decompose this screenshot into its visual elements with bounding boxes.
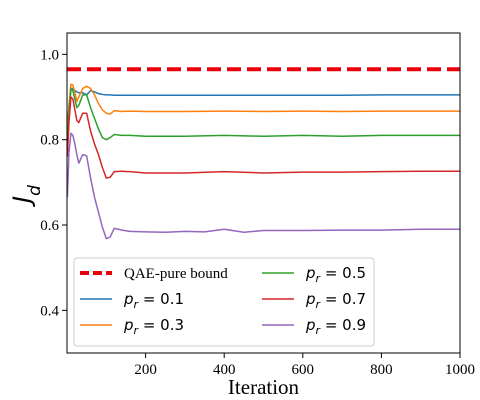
x-tick-label: 200 <box>134 362 157 378</box>
legend-series-label: pr = 0.9 <box>305 316 366 337</box>
plot-frame <box>66 32 461 354</box>
x-tick-label: 1000 <box>445 362 475 378</box>
legend-bound-label: QAE-pure bound <box>124 266 228 282</box>
y-tick-label: 1.0 <box>40 47 59 63</box>
series-line-4 <box>66 96 460 179</box>
y-tick-label: 0.6 <box>40 218 59 234</box>
legend: QAE-pure bound pr = 0.1 pr = 0.3 pr = 0.5 pr… <box>73 257 375 347</box>
series-line-3 <box>66 87 460 144</box>
y-tick-label: 0.4 <box>40 303 59 319</box>
y-ticks: 0.4 0.6 0.8 1.0 <box>40 47 67 319</box>
series-layer <box>66 83 460 240</box>
x-tick-label: 800 <box>370 362 393 378</box>
legend-series-label: pr = 0.7 <box>305 290 366 311</box>
legend-series-label: pr = 0.5 <box>305 264 366 285</box>
series-line-1 <box>66 87 460 132</box>
x-tick-label: 600 <box>292 362 315 378</box>
legend-box <box>73 257 375 347</box>
series-line-2 <box>66 83 460 140</box>
legend-series-label: pr = 0.3 <box>123 316 184 337</box>
x-axis-title: Iteration <box>228 375 300 399</box>
y-tick-label: 0.8 <box>40 133 59 149</box>
series-line-5 <box>66 132 460 240</box>
x-ticks: 200 400 600 800 1000 <box>134 353 475 378</box>
x-tick-label: 400 <box>213 362 236 378</box>
y-axis-title: Jd <box>8 185 45 207</box>
legend-series-label: pr = 0.1 <box>123 290 184 311</box>
